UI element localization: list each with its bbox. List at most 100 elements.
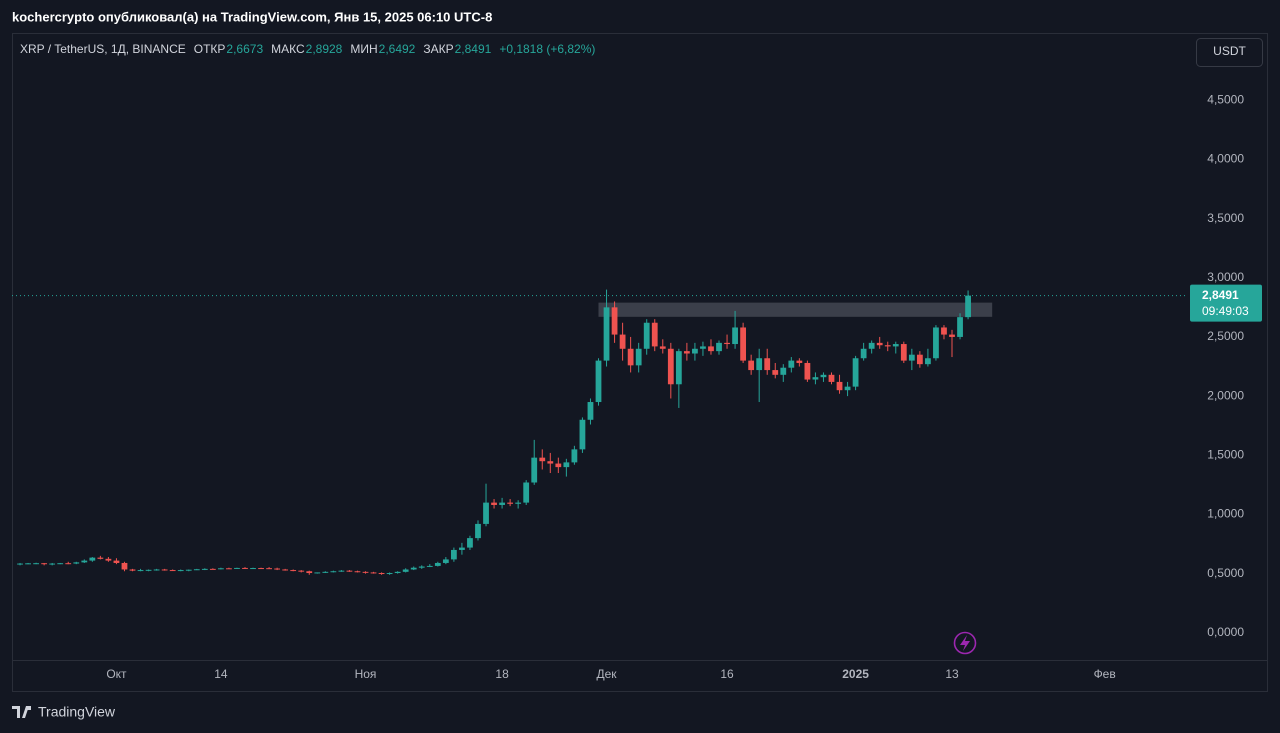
candle-body [764, 358, 771, 371]
candle-body [137, 570, 144, 572]
candle-body [595, 360, 602, 403]
candle-body [635, 348, 642, 366]
candle-body [338, 570, 345, 572]
candle-body [298, 570, 305, 572]
candle-body [812, 377, 819, 380]
candle-body [370, 572, 377, 574]
candle-body [386, 573, 393, 575]
y-tick-label: 2,0000 [1207, 388, 1244, 402]
last-price-label: 2,8491 [1202, 288, 1239, 302]
candle-body [579, 419, 586, 450]
legend-change: +0,1818 (+6,82%) [499, 42, 595, 56]
legend-name: ОТКР [194, 42, 226, 56]
legend-name: МИН [350, 42, 377, 56]
candle-body [780, 367, 787, 375]
y-tick-label: 4,0000 [1207, 152, 1244, 166]
candle-body [362, 571, 369, 573]
candle-body [153, 569, 160, 571]
y-tick-label: 1,5000 [1207, 447, 1244, 461]
candle-body [201, 568, 208, 570]
candle-body [611, 307, 618, 335]
x-tick-label: Фев [1094, 667, 1116, 681]
candle-body [129, 569, 136, 571]
candle-body [828, 374, 835, 382]
candle-body [410, 567, 417, 570]
candle-body [692, 348, 698, 354]
candle-body [258, 568, 264, 570]
candle-body [57, 563, 64, 565]
candle-body [555, 463, 562, 468]
candle-body [459, 547, 465, 550]
brand-mark [12, 706, 31, 718]
price-zone [598, 302, 993, 317]
legend-value: 2,6673 [226, 42, 263, 56]
candle-body [603, 307, 610, 361]
candle-body [169, 570, 176, 572]
candle-body [65, 563, 72, 565]
candle-body [788, 360, 795, 368]
candle-body [643, 322, 650, 349]
y-tick-label: 3,5000 [1207, 211, 1244, 225]
candle-body [161, 569, 168, 571]
candle-body [547, 461, 554, 464]
candle-body [185, 569, 192, 571]
candle-body [81, 560, 88, 563]
y-tick-label: 1,0000 [1207, 507, 1244, 521]
candle-body [941, 327, 947, 335]
x-tick-label: 16 [720, 667, 734, 681]
candle-body [957, 317, 963, 337]
legend-name: МАКС [271, 42, 305, 56]
x-tick-label: Ноя [355, 667, 377, 681]
candle-body [619, 334, 626, 349]
currency-button[interactable] [1196, 38, 1263, 67]
candle-body [483, 502, 489, 524]
candle-body [523, 482, 530, 503]
brand: TradingView [38, 704, 116, 720]
candle-body [217, 568, 224, 570]
x-tick-label: 18 [495, 667, 509, 681]
y-tick-label: 0,0000 [1207, 625, 1244, 639]
lightning-icon[interactable] [953, 631, 977, 655]
publisher: kochercrypto опубликовал(а) на TradingVi… [12, 9, 492, 24]
lightning-circle[interactable] [953, 631, 977, 655]
candle-body [434, 562, 441, 566]
candle-body [193, 569, 200, 571]
candle-body [209, 568, 216, 570]
lightning-bolt[interactable] [960, 635, 970, 651]
candle-body [651, 322, 658, 347]
currency[interactable]: USDT [1213, 44, 1246, 58]
y-tick-label: 3,0000 [1207, 270, 1244, 284]
candle-body [41, 563, 48, 565]
candle-body [89, 557, 96, 561]
legend-value: 2,8491 [455, 42, 492, 56]
x-tick-label: 2025 [842, 667, 869, 681]
legend-value: 2,6492 [379, 42, 416, 56]
candle-body [25, 563, 31, 565]
candle-body [73, 562, 80, 564]
candle-body [290, 570, 297, 572]
candle-body [491, 502, 497, 505]
candle-body [426, 565, 433, 567]
countdown: 09:49:03 [1202, 304, 1249, 318]
candle-body [563, 462, 570, 468]
candle-body [860, 348, 867, 359]
candle-body [531, 457, 538, 483]
candle-body [242, 567, 248, 569]
candle-body [378, 573, 385, 575]
candle-body [700, 346, 706, 349]
candle-body [724, 342, 730, 345]
candle-body [892, 344, 899, 347]
candle-body [876, 342, 883, 346]
candle-body [667, 348, 674, 385]
legend-name: ЗАКР [423, 42, 453, 56]
candle-body [756, 358, 763, 371]
candle-body [772, 370, 779, 375]
candle-body [314, 572, 321, 574]
candle-body [499, 502, 505, 505]
candle-body [113, 560, 120, 563]
candle-body [475, 523, 481, 539]
candle-body [306, 571, 313, 574]
candle-body [571, 449, 578, 463]
candle-body [226, 568, 232, 570]
